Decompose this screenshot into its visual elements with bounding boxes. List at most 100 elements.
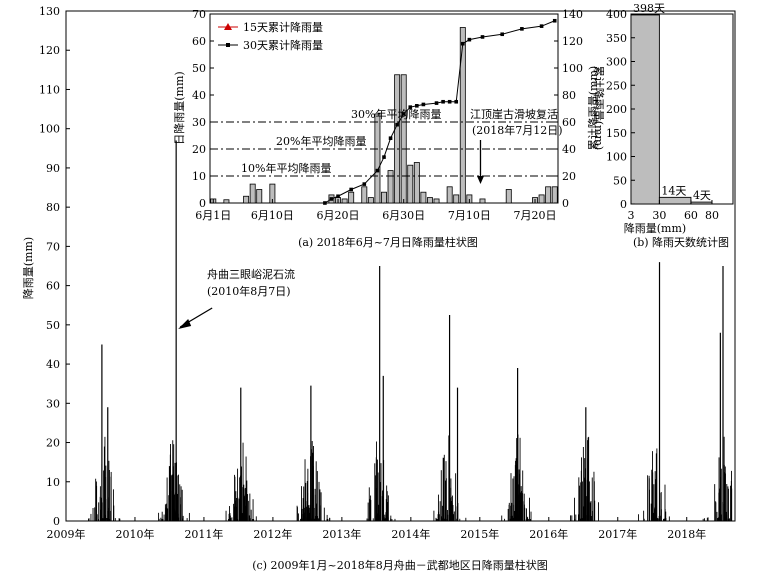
y-tick-label: 40 — [46, 358, 60, 371]
y-tick-label: 20 — [192, 143, 206, 156]
y-tick-label: 50 — [46, 319, 60, 332]
y-tick-label: 90 — [46, 162, 60, 175]
y-tick-label: 50 — [192, 62, 206, 75]
cumulative-30day-marker — [454, 99, 459, 104]
daily-rain-bar — [420, 191, 427, 204]
y2-tick-label: 0 — [562, 197, 569, 210]
cumulative-30day-marker — [415, 104, 419, 108]
y-tick-label: 200 — [606, 103, 627, 116]
cumulative-30day-marker — [395, 122, 399, 127]
y2-tick-label: 20 — [562, 170, 576, 183]
daily-rain-bar — [223, 199, 230, 204]
daily-rain-bar — [400, 74, 407, 204]
daily-rain-bar — [387, 170, 394, 204]
legend-marker-30day — [226, 43, 230, 47]
daily-rain-bar — [256, 189, 263, 204]
cumulative-30day-marker — [480, 35, 485, 39]
daily-rain-bar — [348, 191, 355, 204]
cumulative-30day-marker — [520, 27, 524, 31]
annotation-text: 舟曲三眼峪泥石流 — [207, 267, 295, 281]
x-tick-label: 2011年 — [184, 527, 223, 541]
rain-days-bar — [658, 196, 692, 205]
plot-frame — [209, 13, 559, 204]
y2-tick-label: 60 — [562, 116, 576, 129]
daily-rain-bar — [361, 186, 368, 204]
rainfall-days-statistics-chart: 398天 14天 4天 0 50 100 150 200 250 300 350 400 3 30 60 80… — [586, 2, 734, 235]
cumulative-30day-marker — [323, 201, 327, 205]
x-tick-label: 2015年 — [460, 527, 499, 541]
bar-value-label: 4天 — [693, 189, 711, 202]
y-axis-title: 累计降雨量(mm) — [586, 66, 600, 150]
hline-label: 30%年平均降雨量 — [351, 107, 441, 121]
x-tick-label: 6月30日 — [382, 209, 425, 222]
y-tick-label: 10 — [192, 170, 206, 183]
cumulative-30day-marker — [401, 112, 406, 116]
x-tick-label: 6月20日 — [317, 209, 360, 222]
y-tick-label: 0 — [199, 197, 206, 210]
y2-tick-label: 140 — [562, 8, 583, 21]
cumulative-30day-marker — [434, 101, 439, 105]
y-tick-label: 100 — [39, 123, 60, 136]
y-tick-label: 20 — [46, 437, 60, 450]
daily-rain-bar — [381, 191, 387, 204]
y-tick-label: 60 — [46, 280, 60, 293]
y-tick-label: 250 — [606, 79, 627, 92]
y-tick-label: 80 — [46, 201, 60, 214]
daily-rain-bar — [551, 186, 558, 204]
x-tick-label: 6月1日 — [195, 209, 231, 222]
bar-value-label: 14天 — [661, 184, 686, 197]
cumulative-30day-marker — [388, 136, 393, 140]
y-tick-label: 60 — [192, 35, 206, 48]
daily-rain-bar — [505, 189, 512, 204]
daily-rain-bar — [374, 113, 381, 204]
y-axis-title: 降雨量(mm) — [21, 237, 35, 299]
x-tick-label: 2014年 — [391, 527, 430, 541]
cumulative-30day-marker — [349, 187, 353, 192]
caption-b: (b) 降雨天数统计图 — [633, 235, 729, 249]
cumulative-30day-marker — [375, 168, 380, 173]
x-tick-label: 2013年 — [322, 527, 361, 541]
x-tick-label: 7月10日 — [448, 209, 491, 222]
cumulative-30day-marker — [336, 194, 340, 199]
annotation-text: (2010年8月7日) — [207, 284, 291, 298]
x-tick-label: 2017年 — [598, 527, 637, 541]
y-tick-label: 100 — [606, 151, 627, 164]
y-tick-label: 40 — [192, 89, 206, 102]
daily-rain-bar — [407, 164, 414, 204]
x-tick-label: 2009年 — [47, 527, 86, 541]
daily-rain-bar — [479, 198, 486, 204]
cumulative-30day-marker — [552, 18, 557, 23]
legend-label-30day: 30天累计降雨量 — [243, 38, 323, 52]
y-tick-label: 50 — [613, 174, 627, 187]
daily-rain-bar — [538, 194, 545, 204]
y-tick-label: 150 — [606, 127, 627, 140]
daily-rain-bar — [545, 186, 552, 204]
y-tick-label: 70 — [46, 240, 60, 253]
y2-tick-label: 100 — [562, 62, 583, 75]
x-tick-label: 2012年 — [253, 527, 292, 541]
cumulative-30day-marker — [539, 24, 544, 28]
x-tick-label: 3 — [628, 209, 635, 222]
cumulative-30day-marker — [408, 105, 413, 109]
daily-rain-bar — [249, 183, 256, 204]
plot-frame — [65, 10, 736, 522]
y-tick-label: 130 — [39, 5, 60, 18]
y-tick-label: 10 — [46, 476, 60, 489]
x-tick-label: 2010年 — [115, 527, 154, 541]
y-tick-label: 120 — [39, 44, 60, 57]
annotation-text: 江顶崖古滑坡复活 — [470, 107, 558, 121]
legend-marker-15day — [224, 23, 232, 30]
annotation-text: (2018年7月12日) — [472, 123, 563, 137]
rain-days-bar — [630, 14, 660, 205]
cumulative-30day-marker — [460, 41, 465, 46]
y-tick-label: 30 — [192, 116, 206, 129]
y-tick-label: 0 — [53, 515, 60, 528]
y-tick-label: 110 — [39, 83, 60, 96]
hline-label: 10%年平均降雨量 — [241, 161, 331, 175]
x-tick-label: 7月20日 — [514, 209, 557, 222]
x-axis-title: 降雨量(mm) — [624, 221, 686, 235]
daily-rain-bar — [453, 194, 460, 204]
x-tick-label: 2018年 — [667, 527, 706, 541]
